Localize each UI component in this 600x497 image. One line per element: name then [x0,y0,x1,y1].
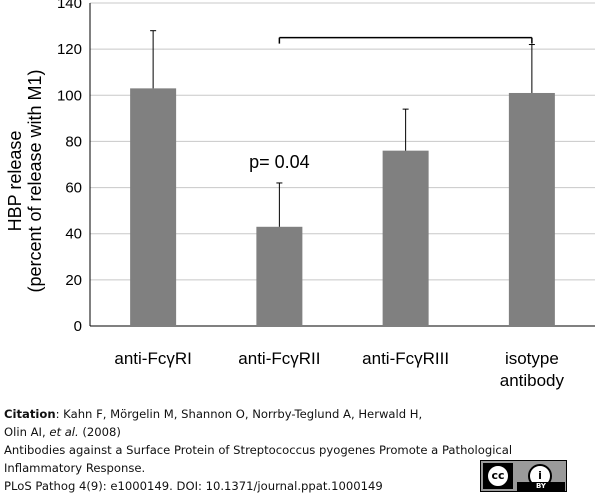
by-label: BY [517,482,565,491]
citation-year: (2008) [78,425,121,439]
citation-title: Antibodies against a Surface Protein of … [4,443,513,457]
significance-bracket [278,36,533,44]
bar-2 [382,150,429,326]
category-label: isotype [505,349,559,368]
citation-title-cont: Inflammatory Response. [4,461,146,475]
bar-1 [256,226,303,326]
category-label: antibody [500,371,565,390]
y-axis-label: HBP release (percent of release with M1) [5,69,45,292]
bars [130,88,555,326]
citation-etal: et al. [49,425,79,439]
y-axis-label-line-1: HBP release [5,131,25,232]
p-value-annotation: p= 0.04 [249,152,310,172]
citation-line-2: Olin AI, et al. (2008) [4,423,474,441]
y-tick-labels: 0 20 40 60 80 100 120 140 [57,0,82,335]
y-tick-label: 60 [65,180,82,197]
category-label: anti-FcγRIII [362,349,449,368]
y-tick-label: 20 [65,272,82,289]
citation-label: Citation [4,407,56,421]
category-labels: anti-FcγRI anti-FcγRII anti-FcγRIII isotype… [114,349,564,390]
y-tick-label: 40 [65,226,82,243]
category-label: anti-FcγRII [238,349,320,368]
citation-authors-cont: Olin AI, [4,425,50,439]
category-label: anti-FcγRI [114,349,191,368]
creative-commons-icon: cc [486,464,510,488]
citation: Citation: Kahn F, Mörgelin M, Shannon O,… [4,405,513,495]
cc-by-license-badge[interactable]: cc i BY [480,460,567,492]
bar-3 [508,92,555,326]
y-tick-label: 140 [57,0,82,12]
y-tick-label: 0 [74,318,82,335]
error-bars [150,30,535,227]
y-tick-label: 100 [57,87,82,104]
y-tick-label: 120 [57,41,82,58]
bar-0 [130,88,177,326]
y-tick-label: 80 [65,133,82,150]
citation-doi: PLoS Pathog 4(9): e1000149. DOI: 10.1371… [4,479,383,493]
y-axis-label-line-2: (percent of release with M1) [25,69,45,292]
bar-chart: 0 20 40 60 80 100 120 140 anti-FcγRI anti-FcγRII… [5,0,595,390]
citation-line-1: Citation: Kahn F, Mörgelin M, Shannon O,… [4,405,474,423]
citation-authors: : Kahn F, Mörgelin M, Shannon O, Norrby-… [55,407,423,421]
